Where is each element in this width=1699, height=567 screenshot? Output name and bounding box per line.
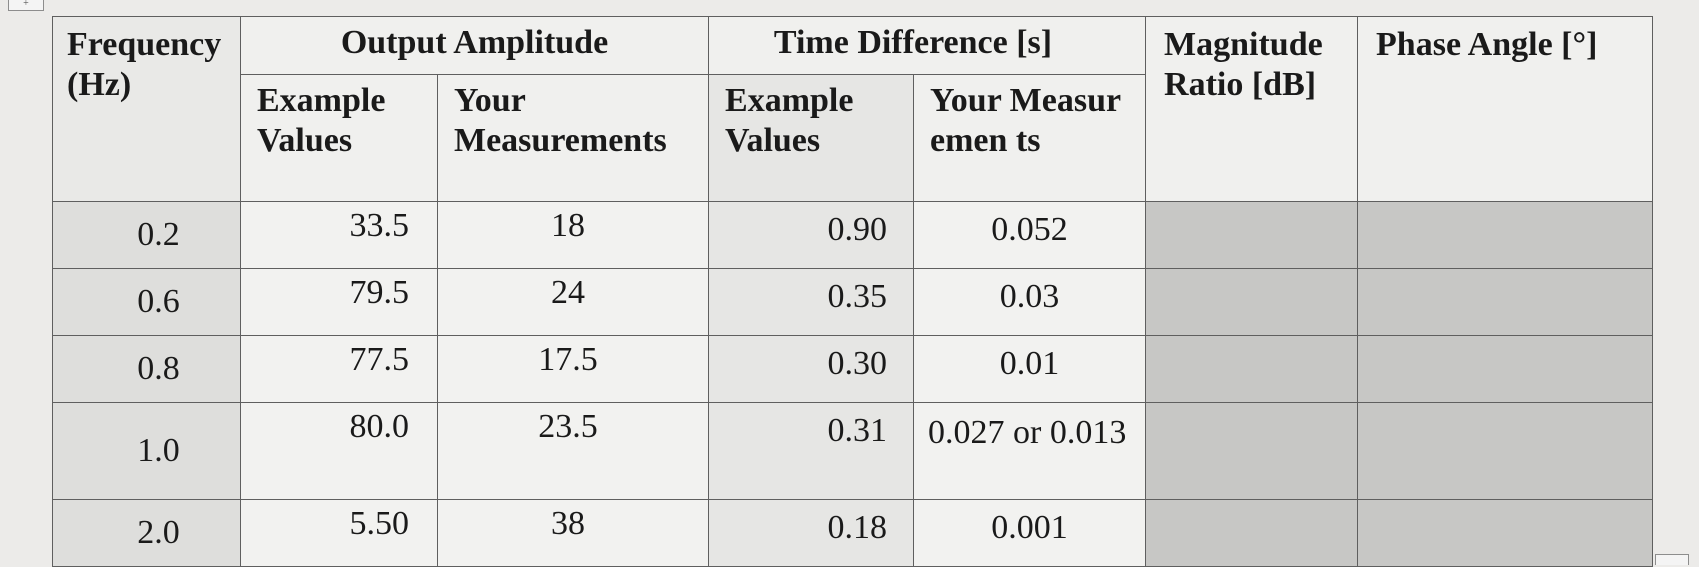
cell-time-yours[interactable]: 0.052 bbox=[913, 201, 1147, 269]
cell-phase-angle[interactable] bbox=[1357, 201, 1654, 269]
table-row: 0.6 79.5 24 0.35 0.03 bbox=[52, 268, 1654, 336]
cell-amp-yours[interactable]: 23.5 bbox=[436, 402, 710, 500]
table-resize-handle[interactable] bbox=[1655, 554, 1689, 565]
header-frequency: Frequency (Hz) bbox=[52, 16, 241, 202]
cell-phase-angle[interactable] bbox=[1357, 335, 1654, 403]
cell-amp-example: 80.0 bbox=[240, 402, 438, 500]
cell-phase-angle[interactable] bbox=[1357, 402, 1654, 500]
cell-frequency: 0.6 bbox=[52, 268, 241, 336]
cell-amp-yours[interactable]: 38 bbox=[436, 499, 710, 567]
cell-time-example: 0.30 bbox=[708, 335, 915, 403]
cell-time-example: 0.31 bbox=[708, 402, 915, 500]
cell-magnitude-ratio[interactable] bbox=[1145, 335, 1359, 403]
cell-time-yours[interactable]: 0.03 bbox=[913, 268, 1147, 336]
header-amp-your-measurements: Your Measurements bbox=[436, 73, 710, 203]
cell-amp-yours[interactable]: 18 bbox=[436, 201, 710, 269]
header-output-amplitude: Output Amplitude bbox=[239, 16, 710, 75]
cell-frequency: 0.2 bbox=[52, 201, 241, 269]
cell-frequency: 1.0 bbox=[52, 402, 241, 500]
cell-time-example: 0.18 bbox=[708, 499, 915, 567]
table-row: 0.2 33.5 18 0.90 0.052 bbox=[52, 201, 1654, 269]
cell-amp-example: 79.5 bbox=[240, 268, 438, 336]
table-row: 1.0 80.0 23.5 0.31 0.027 or 0.013 bbox=[52, 402, 1654, 500]
cell-time-yours[interactable]: 0.001 bbox=[913, 499, 1147, 567]
frequency-response-table: Frequency (Hz) Output Amplitude Time Dif… bbox=[52, 16, 1654, 567]
cell-time-example: 0.90 bbox=[708, 201, 915, 269]
cell-amp-example: 77.5 bbox=[240, 335, 438, 403]
header-time-your-measurements: Your Measuremen ts bbox=[913, 73, 1147, 203]
table-row: 2.0 5.50 38 0.18 0.001 bbox=[52, 499, 1654, 567]
header-phase-angle: Phase Angle [°] bbox=[1357, 16, 1654, 202]
cell-amp-example: 5.50 bbox=[240, 499, 438, 567]
cell-frequency: 0.8 bbox=[52, 335, 241, 403]
cell-phase-angle[interactable] bbox=[1357, 499, 1654, 567]
table-move-handle[interactable]: + bbox=[8, 0, 44, 11]
cell-time-yours[interactable]: 0.027 or 0.013 bbox=[913, 402, 1147, 500]
cell-amp-yours[interactable]: 17.5 bbox=[436, 335, 710, 403]
cell-amp-yours[interactable]: 24 bbox=[436, 268, 710, 336]
header-amp-example-values: Example Values bbox=[240, 73, 438, 203]
cell-amp-example: 33.5 bbox=[240, 201, 438, 269]
header-time-example-values: Example Values bbox=[708, 73, 915, 203]
cell-magnitude-ratio[interactable] bbox=[1145, 201, 1359, 269]
table-row: 0.8 77.5 17.5 0.30 0.01 bbox=[52, 335, 1654, 403]
cell-frequency: 2.0 bbox=[52, 499, 241, 567]
cell-magnitude-ratio[interactable] bbox=[1145, 402, 1359, 500]
cell-time-yours[interactable]: 0.01 bbox=[913, 335, 1147, 403]
cell-time-example: 0.35 bbox=[708, 268, 915, 336]
cell-magnitude-ratio[interactable] bbox=[1145, 268, 1359, 336]
header-magnitude-ratio: Magnitude Ratio [dB] bbox=[1145, 16, 1359, 202]
cell-magnitude-ratio[interactable] bbox=[1145, 499, 1359, 567]
header-time-difference: Time Difference [s] bbox=[708, 16, 1147, 75]
cell-phase-angle[interactable] bbox=[1357, 268, 1654, 336]
